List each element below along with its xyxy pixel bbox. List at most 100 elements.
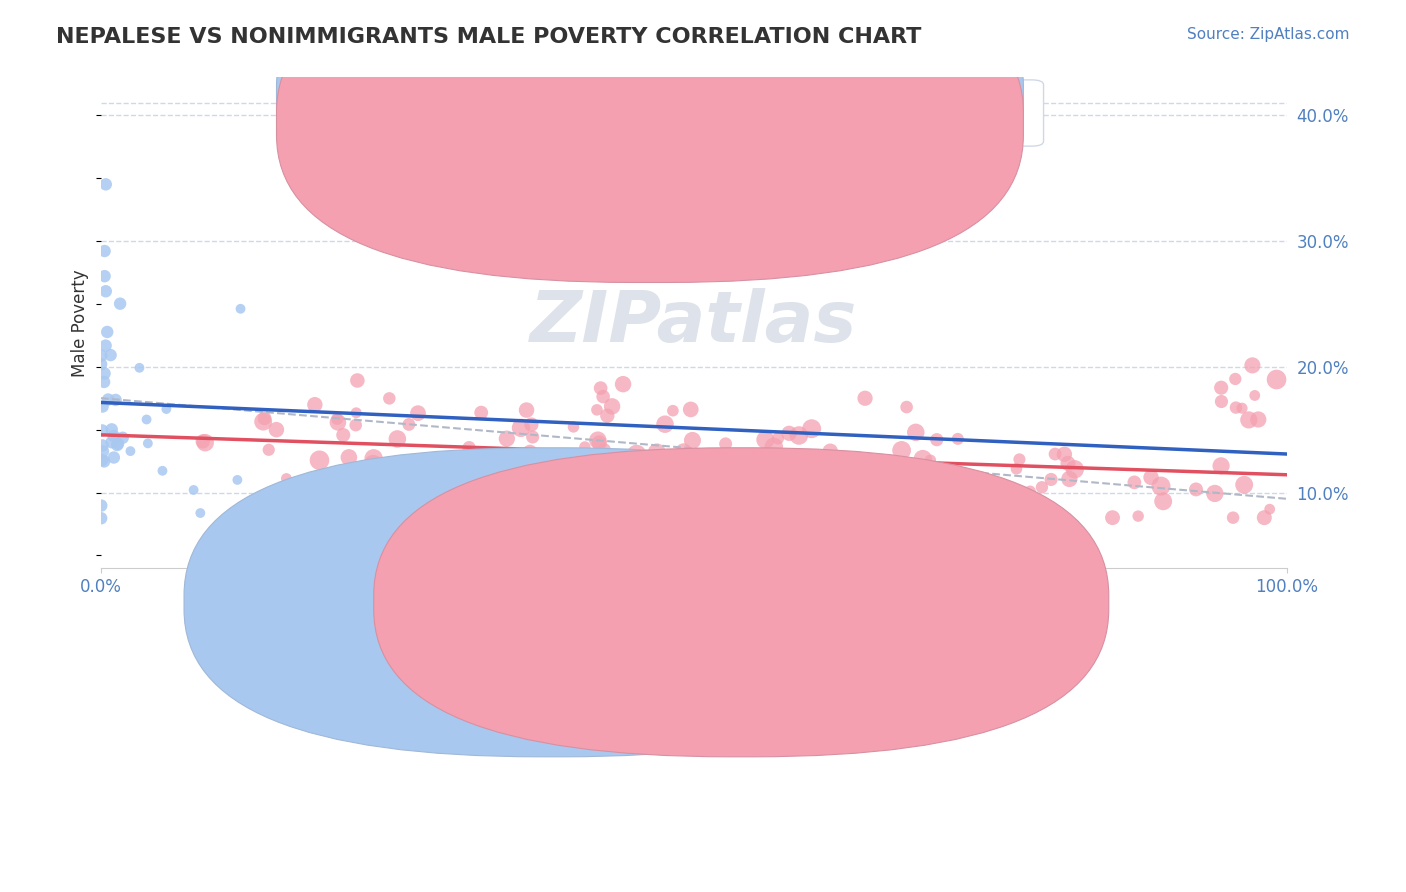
Point [806,491,828,505]
Point [458,441,481,455]
Point [481,480,503,494]
Point [844,510,866,524]
Point [332,428,354,442]
Point [482,480,505,494]
Point [1000,503,1022,517]
Point [586,402,609,417]
Point [1059,472,1081,486]
Point [257,442,280,457]
Point [155,402,177,417]
Point [749,491,772,506]
Point [1101,510,1123,524]
Point [360,475,382,490]
Point [308,453,330,467]
Text: R = -0.263    N = 148: R = -0.263 N = 148 [688,116,917,134]
Point [692,480,714,494]
Point [107,436,129,450]
Point [91,400,114,414]
Point [96,325,118,339]
Point [877,490,900,504]
Point [766,432,789,446]
Point [515,403,537,417]
Point [1005,462,1028,476]
Point [662,403,685,417]
FancyBboxPatch shape [277,0,1024,257]
Point [1140,470,1163,484]
Point [253,411,276,425]
Point [890,443,912,458]
Point [741,475,763,489]
Point [191,434,214,449]
Point [344,406,367,420]
Point [520,417,543,432]
Point [93,269,115,284]
Point [1211,394,1233,409]
Point [588,436,610,450]
Point [574,440,596,454]
Point [1241,359,1264,373]
Point [128,360,150,375]
Point [976,486,998,500]
Point [100,348,122,362]
Point [645,445,668,459]
Point [592,390,614,404]
Point [188,506,211,520]
Point [654,417,676,432]
Point [704,508,727,522]
Point [326,416,349,430]
Point [558,463,581,477]
Point [672,444,695,458]
Point [820,444,842,458]
Point [681,434,703,448]
Point [97,392,120,407]
Point [100,435,122,450]
Point [671,458,693,473]
Point [1209,458,1232,473]
Point [562,420,585,434]
Point [194,435,217,450]
Point [790,470,813,484]
Point [91,438,114,452]
Point [1253,510,1275,524]
Point [1230,401,1253,416]
Point [925,433,948,447]
Text: ZIPatlas: ZIPatlas [530,288,858,357]
Point [93,375,115,389]
Point [91,424,114,438]
Point [935,502,957,516]
Point [363,451,385,466]
Point [90,511,112,525]
Point [673,467,696,482]
Point [378,392,401,406]
Point [669,499,692,513]
Point [266,423,288,437]
Point [1247,412,1270,426]
Point [848,466,870,480]
Text: R = -0.021    N =   39: R = -0.021 N = 39 [688,90,927,109]
Point [398,417,420,432]
Point [1233,477,1256,491]
Point [1063,462,1085,476]
Point [1265,372,1288,386]
Point [901,462,924,476]
Point [94,178,117,192]
Point [1237,413,1260,427]
Text: Nonimmigrants: Nonimmigrants [724,593,852,611]
Point [94,338,117,352]
Point [893,510,915,524]
Point [1123,475,1146,490]
FancyBboxPatch shape [277,0,1024,283]
Point [869,494,891,508]
Point [93,244,115,258]
Point [679,402,702,417]
Point [946,432,969,446]
Point [470,406,492,420]
Point [509,451,531,466]
Point [904,425,927,440]
Point [387,432,409,446]
Point [905,494,928,508]
Point [111,431,134,445]
Point [1185,483,1208,497]
Point [530,510,553,524]
Point [94,285,117,299]
